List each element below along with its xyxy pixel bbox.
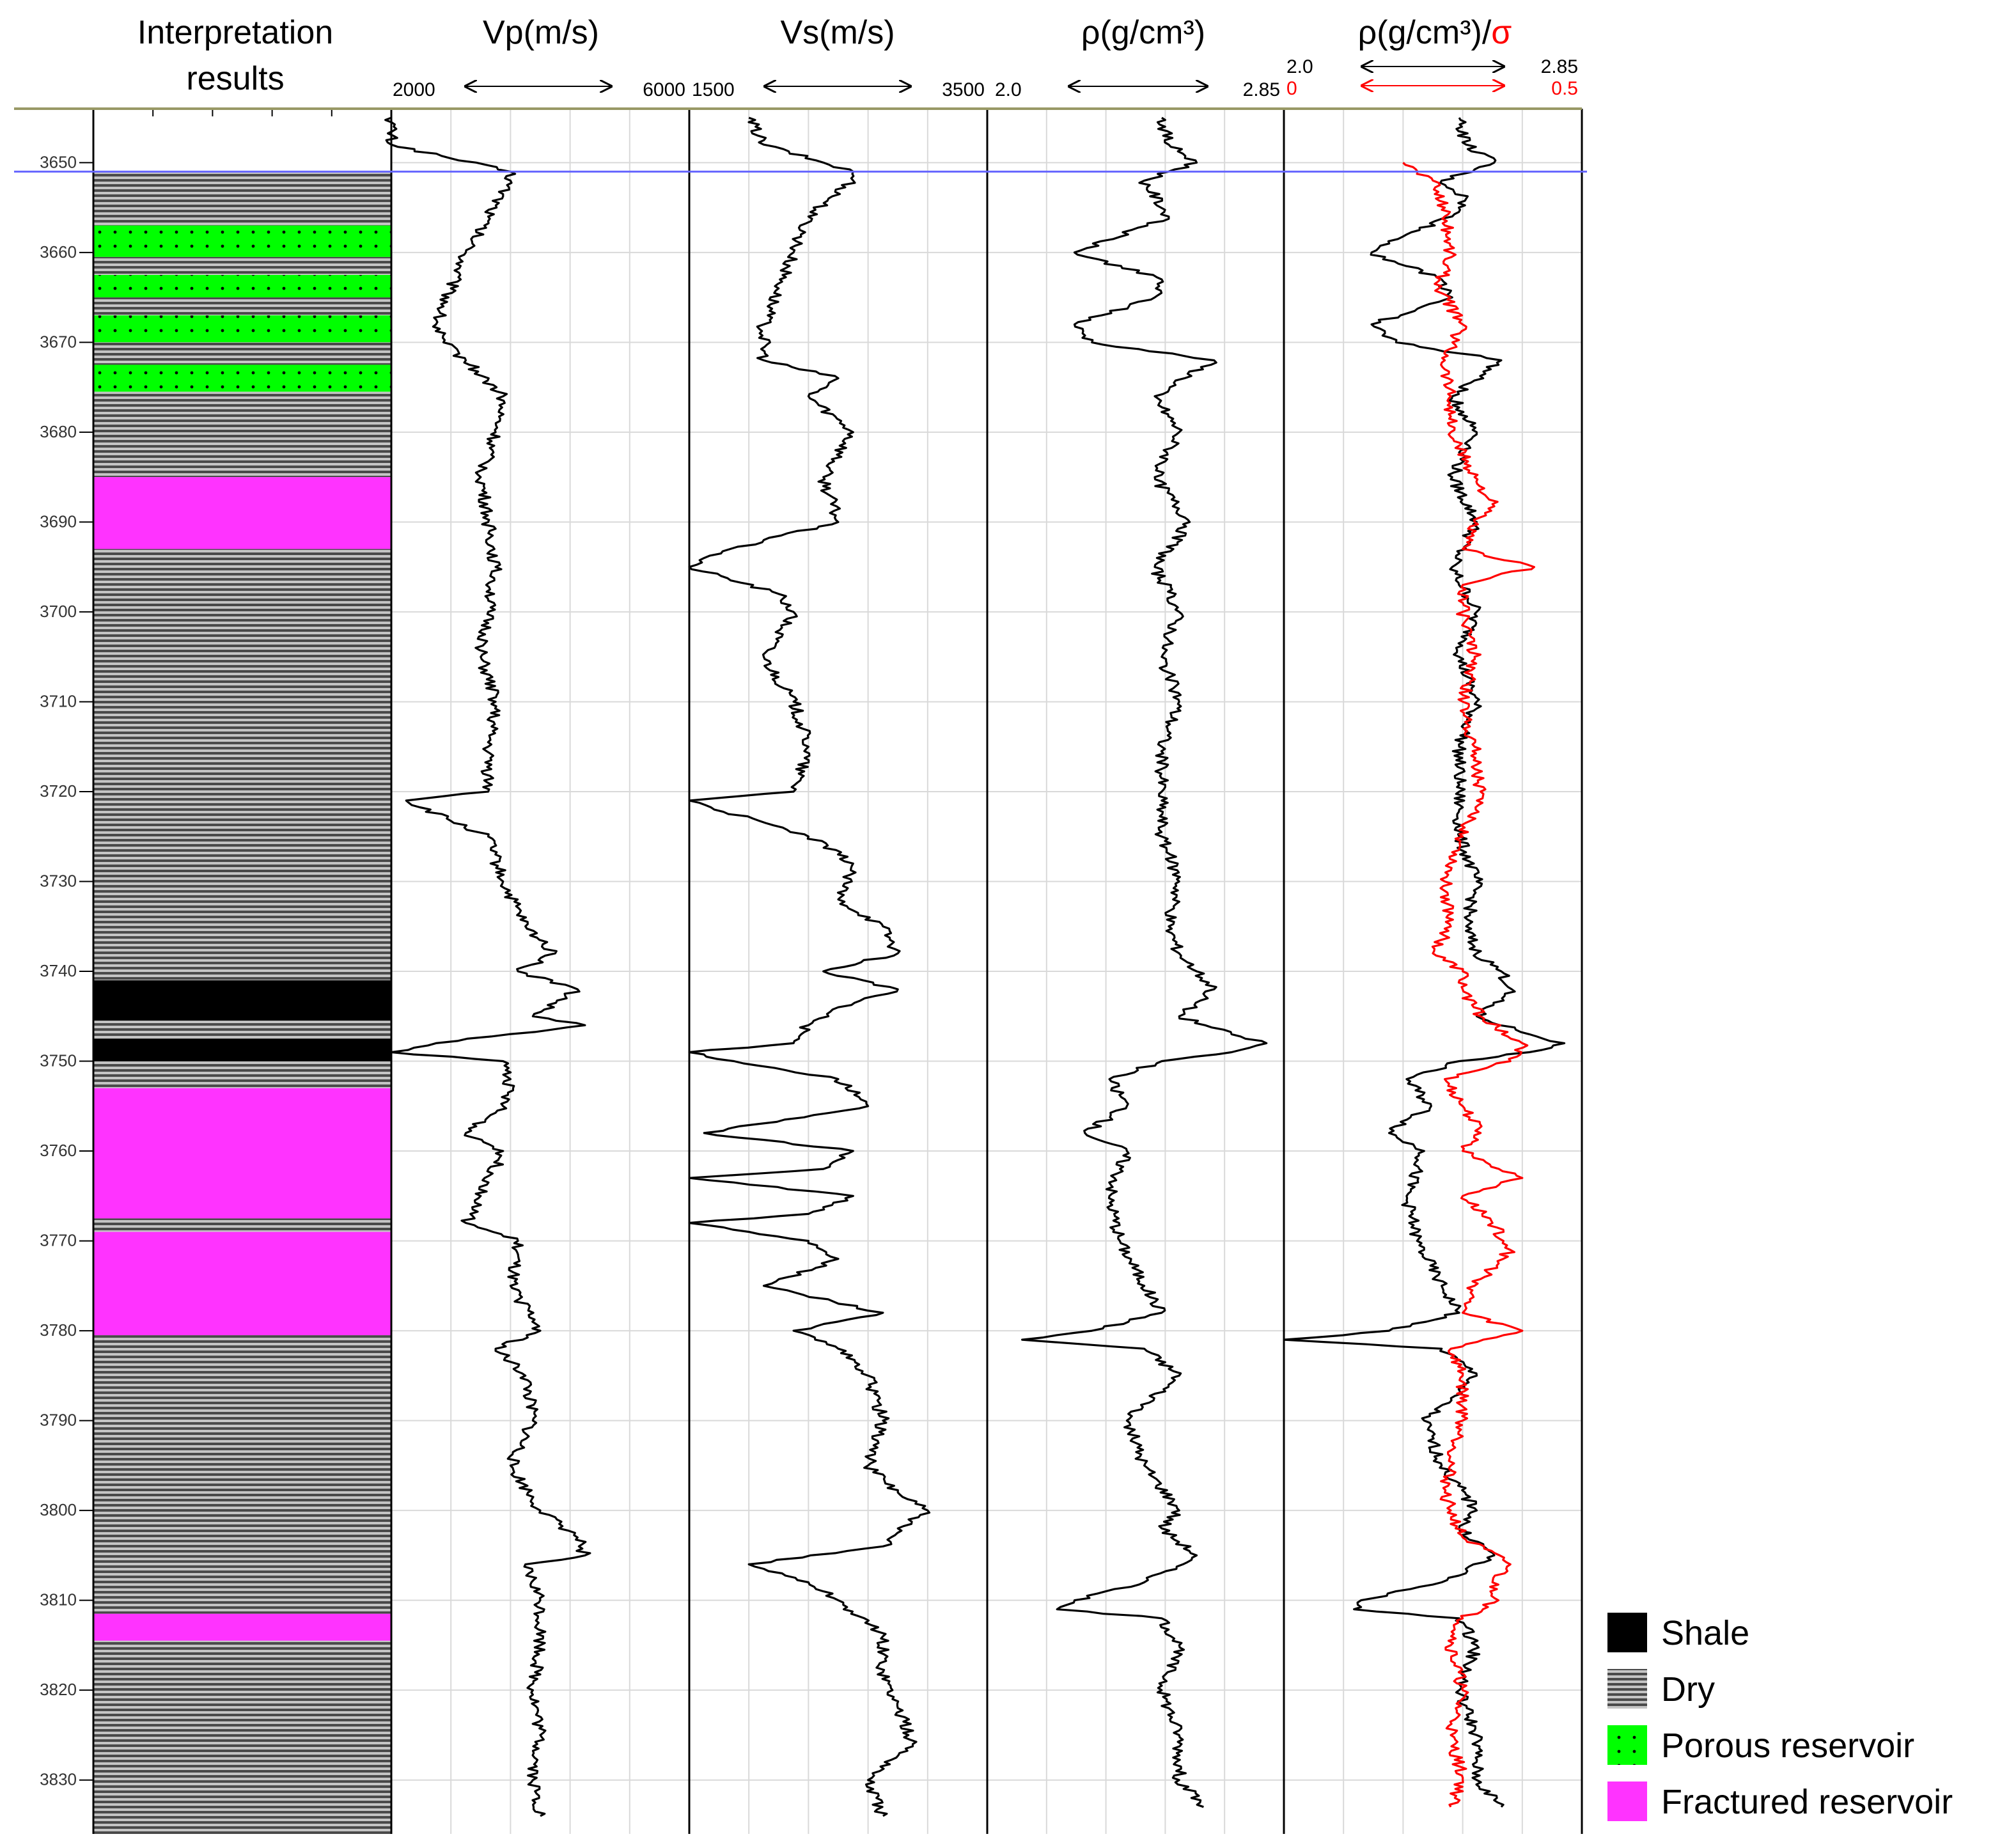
interval-shale	[93, 1038, 391, 1061]
depth-tick-label: 3670	[40, 332, 77, 351]
legend: Shale Dry Porous reservoir Fractured res…	[1607, 1613, 1953, 1821]
rho-scale-max: 2.85	[1243, 79, 1280, 100]
interval-fractured	[93, 1613, 391, 1641]
interpretation-track	[93, 109, 391, 1834]
rho-scale-min: 2.0	[995, 79, 1022, 100]
depth-tick-label: 3710	[40, 691, 77, 710]
interval-porous	[93, 315, 391, 343]
interval-dry	[93, 297, 391, 316]
depth-tick-label: 3750	[40, 1051, 77, 1070]
interval-dry	[93, 549, 391, 981]
depth-tick-label: 3780	[40, 1320, 77, 1340]
curve-vp	[384, 116, 591, 1817]
header-vs: Vs(m/s)	[780, 14, 895, 51]
legend-swatch-porous	[1607, 1725, 1647, 1765]
interval-fractured	[93, 1232, 391, 1336]
interval-dry	[93, 256, 391, 275]
depth-tick-label: 3730	[40, 871, 77, 890]
curve-rhosig	[1283, 117, 1566, 1808]
depth-tick-label: 3820	[40, 1680, 77, 1699]
legend-label-porous: Porous reservoir	[1661, 1727, 1914, 1765]
interval-dry	[93, 1640, 391, 1834]
depth-tick-label: 3690	[40, 512, 77, 531]
depth-tick-label: 3700	[40, 602, 77, 621]
header-interpretation-line1: Interpretation	[137, 14, 333, 51]
curve-vs	[688, 116, 931, 1817]
depth-tick-label: 3790	[40, 1411, 77, 1430]
interval-dry	[93, 342, 391, 365]
log-curves	[384, 116, 1566, 1817]
depth-tick-label: 3810	[40, 1590, 77, 1609]
interval-porous	[93, 274, 391, 298]
interval-dry	[93, 391, 391, 478]
interval-shale	[93, 980, 391, 1021]
depth-axis: 3650 3660 3670 3680 3690 3700 3710 3720 3730 3740…	[40, 152, 93, 1789]
interval-dry	[93, 1218, 391, 1232]
interval-dry	[93, 1021, 391, 1039]
interval-fractured	[93, 1088, 391, 1219]
curve-rho	[1020, 116, 1268, 1808]
interval-fractured	[93, 477, 391, 549]
legend-label-shale: Shale	[1661, 1614, 1749, 1652]
curve-rhosig-sigma	[1402, 162, 1535, 1808]
legend-label-dry: Dry	[1661, 1670, 1715, 1709]
depth-tick-label: 3770	[40, 1231, 77, 1250]
vs-scale-min: 1500	[692, 79, 735, 100]
header-rhosig-rho: ρ(g/cm³)/	[1358, 14, 1492, 51]
legend-label-fractured: Fractured reservoir	[1661, 1783, 1953, 1821]
header-interpretation-line2: results	[186, 60, 284, 97]
header-rhosig-sigma: σ	[1491, 14, 1512, 51]
depth-tick-label: 3760	[40, 1141, 77, 1160]
header-vp: Vp(m/s)	[483, 14, 599, 51]
legend-swatch-dry	[1607, 1669, 1647, 1709]
header-rho: ρ(g/cm³)	[1081, 14, 1205, 51]
rhosig-scale-min: 2.0	[1286, 56, 1313, 77]
interval-porous	[93, 225, 391, 257]
vp-scale-min: 2000	[393, 79, 435, 100]
depth-tick-label: 3720	[40, 781, 77, 801]
rhosig-scale-max: 2.85	[1541, 56, 1578, 77]
depth-tick-label: 3830	[40, 1770, 77, 1789]
interval-dry	[93, 1335, 391, 1614]
interval-dry	[93, 1061, 391, 1088]
depth-tick-label: 3800	[40, 1500, 77, 1519]
legend-swatch-fractured	[1607, 1781, 1647, 1821]
depth-tick-label: 3680	[40, 422, 77, 441]
sigma-scale-max: 0.5	[1551, 78, 1578, 99]
sigma-scale-min: 0	[1286, 78, 1297, 99]
interval-dry	[93, 171, 391, 226]
depth-tick-label: 3740	[40, 961, 77, 980]
track-frames	[14, 107, 1587, 1834]
vs-scale-max: 3500	[942, 79, 985, 100]
depth-tick-label: 3650	[40, 152, 77, 171]
header-rhosig: ρ(g/cm³)/σ	[1358, 14, 1512, 51]
depth-tick-label: 3660	[40, 242, 77, 262]
interval-porous	[93, 364, 391, 392]
legend-swatch-shale	[1607, 1613, 1647, 1652]
track-headers: Interpretation results Vp(m/s) 2000 6000…	[137, 14, 1578, 100]
vp-scale-max: 6000	[643, 79, 685, 100]
